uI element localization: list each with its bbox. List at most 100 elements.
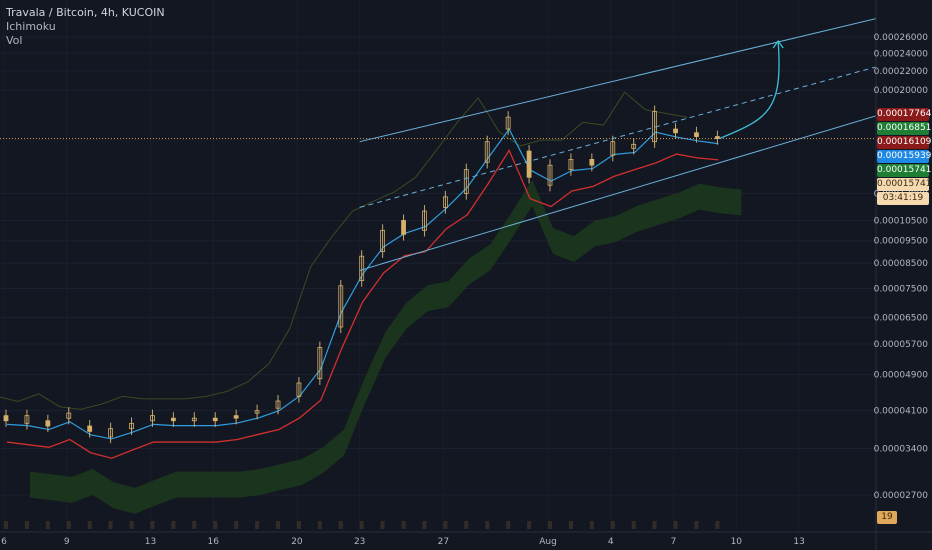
candle-body bbox=[150, 415, 155, 422]
candle-body bbox=[631, 143, 637, 149]
volume-bar bbox=[87, 521, 92, 529]
price-axis[interactable]: 0.00026000 0.00024000 0.00022000 0.00020000… bbox=[874, 0, 932, 550]
price-tick-label: 0.00004900 bbox=[874, 371, 929, 381]
price-tick-label: 0.00006500 bbox=[874, 313, 929, 323]
price-tick-label: 0.00004100 bbox=[874, 407, 929, 417]
time-tick-label: Aug bbox=[539, 537, 557, 547]
channel-lower-line bbox=[359, 102, 921, 271]
indicator-lines bbox=[0, 91, 719, 459]
candle-body bbox=[275, 400, 281, 409]
candle-body bbox=[589, 159, 595, 166]
time-tick-label: 23 bbox=[354, 537, 365, 547]
price-tick-label: 0.00003400 bbox=[874, 445, 929, 455]
volume-bar bbox=[443, 521, 448, 529]
volume-bar bbox=[150, 521, 155, 529]
candle-body bbox=[3, 415, 9, 422]
price-tag: 0.00016109 bbox=[877, 136, 932, 150]
volume-bar bbox=[506, 521, 511, 529]
channel-mid-line bbox=[359, 54, 921, 208]
candle-body bbox=[254, 410, 260, 414]
candle-body bbox=[568, 159, 574, 171]
candle-body bbox=[380, 229, 386, 253]
volume-bar bbox=[589, 521, 594, 529]
price-tag: 0.00016851 bbox=[877, 122, 932, 136]
candle-body bbox=[505, 116, 511, 130]
price-tick-label: 0.00010500 bbox=[874, 216, 929, 226]
trend-channel[interactable] bbox=[0, 7, 921, 271]
candle-body bbox=[484, 141, 490, 163]
projection-arrow bbox=[719, 40, 780, 140]
candles bbox=[3, 105, 720, 444]
indicator-ichimoku-label[interactable]: Ichimoku bbox=[6, 20, 56, 33]
volume-bar bbox=[213, 521, 218, 529]
volume-bar bbox=[715, 521, 720, 529]
volume-bar bbox=[317, 521, 322, 529]
projection-arrow-head bbox=[772, 39, 784, 49]
candle-body bbox=[547, 164, 553, 186]
price-tag: 19 bbox=[877, 511, 897, 525]
price-tick-label: 0.00020000 bbox=[874, 86, 929, 96]
candle-body bbox=[45, 420, 51, 427]
volume-bars bbox=[4, 521, 720, 529]
candle-body bbox=[610, 141, 616, 156]
volume-bar bbox=[401, 521, 406, 529]
time-tick-label: 27 bbox=[438, 537, 449, 547]
volume-bar bbox=[673, 521, 678, 529]
price-tick-label: 0.00007500 bbox=[874, 285, 929, 295]
channel-upper-line bbox=[359, 7, 921, 143]
volume-bar bbox=[464, 521, 469, 529]
volume-bar bbox=[422, 521, 427, 529]
volume-bar bbox=[4, 521, 8, 529]
candle-body bbox=[422, 210, 427, 231]
candle-body bbox=[673, 128, 678, 134]
volume-bar bbox=[527, 521, 532, 529]
candle-body bbox=[170, 417, 176, 422]
candle-body bbox=[526, 150, 532, 178]
volume-bar bbox=[652, 521, 657, 529]
time-tick-label: 16 bbox=[208, 537, 220, 547]
candle-body bbox=[129, 422, 134, 430]
time-tick-label: 9 bbox=[64, 537, 70, 547]
volume-bar bbox=[108, 521, 113, 529]
candle-body bbox=[338, 285, 344, 328]
volume-bar bbox=[276, 521, 280, 529]
price-tick-label: 0.00024000 bbox=[874, 49, 929, 59]
price-tag: 0.00015741 bbox=[877, 164, 932, 178]
time-tick-label: 13 bbox=[145, 537, 156, 547]
volume-bar bbox=[631, 521, 636, 529]
volume-bar bbox=[548, 521, 552, 529]
time-tick-label: 7 bbox=[671, 537, 677, 547]
candle-body bbox=[694, 132, 699, 137]
candle-body bbox=[233, 415, 239, 419]
ichimoku-cloud bbox=[30, 179, 742, 514]
price-tag: 0.00015741 bbox=[877, 178, 932, 192]
price-tick-label: 0.00002700 bbox=[874, 491, 929, 501]
volume-bar bbox=[129, 521, 134, 529]
volume-bar bbox=[66, 521, 71, 529]
volume-bar bbox=[24, 521, 29, 529]
volume-bar bbox=[359, 521, 364, 529]
volume-bar bbox=[45, 521, 50, 529]
price-tag: 03:41:19 bbox=[877, 192, 929, 206]
symbol-title[interactable]: Travala / Bitcoin, 4h, KUCOIN bbox=[6, 6, 165, 19]
candle-body bbox=[442, 196, 448, 208]
price-tag: 0.00017764 bbox=[877, 108, 932, 122]
candle-body bbox=[87, 425, 93, 432]
candle-body bbox=[317, 347, 323, 380]
volume-bar bbox=[296, 521, 301, 529]
time-tick-label: 6 bbox=[1, 537, 7, 547]
price-tick-label: 0.00009500 bbox=[874, 237, 929, 247]
price-tag: 0.00015939 bbox=[877, 150, 932, 164]
volume-bar bbox=[192, 521, 197, 529]
indicator-vol-label[interactable]: Vol bbox=[6, 34, 23, 47]
chart-legend: Travala / Bitcoin, 4h, KUCOIN Ichimoku V… bbox=[6, 6, 165, 48]
volume-bar bbox=[255, 521, 260, 529]
candle-body bbox=[296, 382, 302, 397]
time-tick-label: 10 bbox=[731, 537, 743, 547]
kijun-line bbox=[6, 148, 719, 459]
candle-body bbox=[212, 417, 218, 422]
candle-body bbox=[359, 255, 365, 281]
time-axis[interactable]: 6 9 13 16 20 23 27 Aug 4 7 10 13 bbox=[0, 531, 932, 547]
candle-body bbox=[463, 169, 469, 194]
